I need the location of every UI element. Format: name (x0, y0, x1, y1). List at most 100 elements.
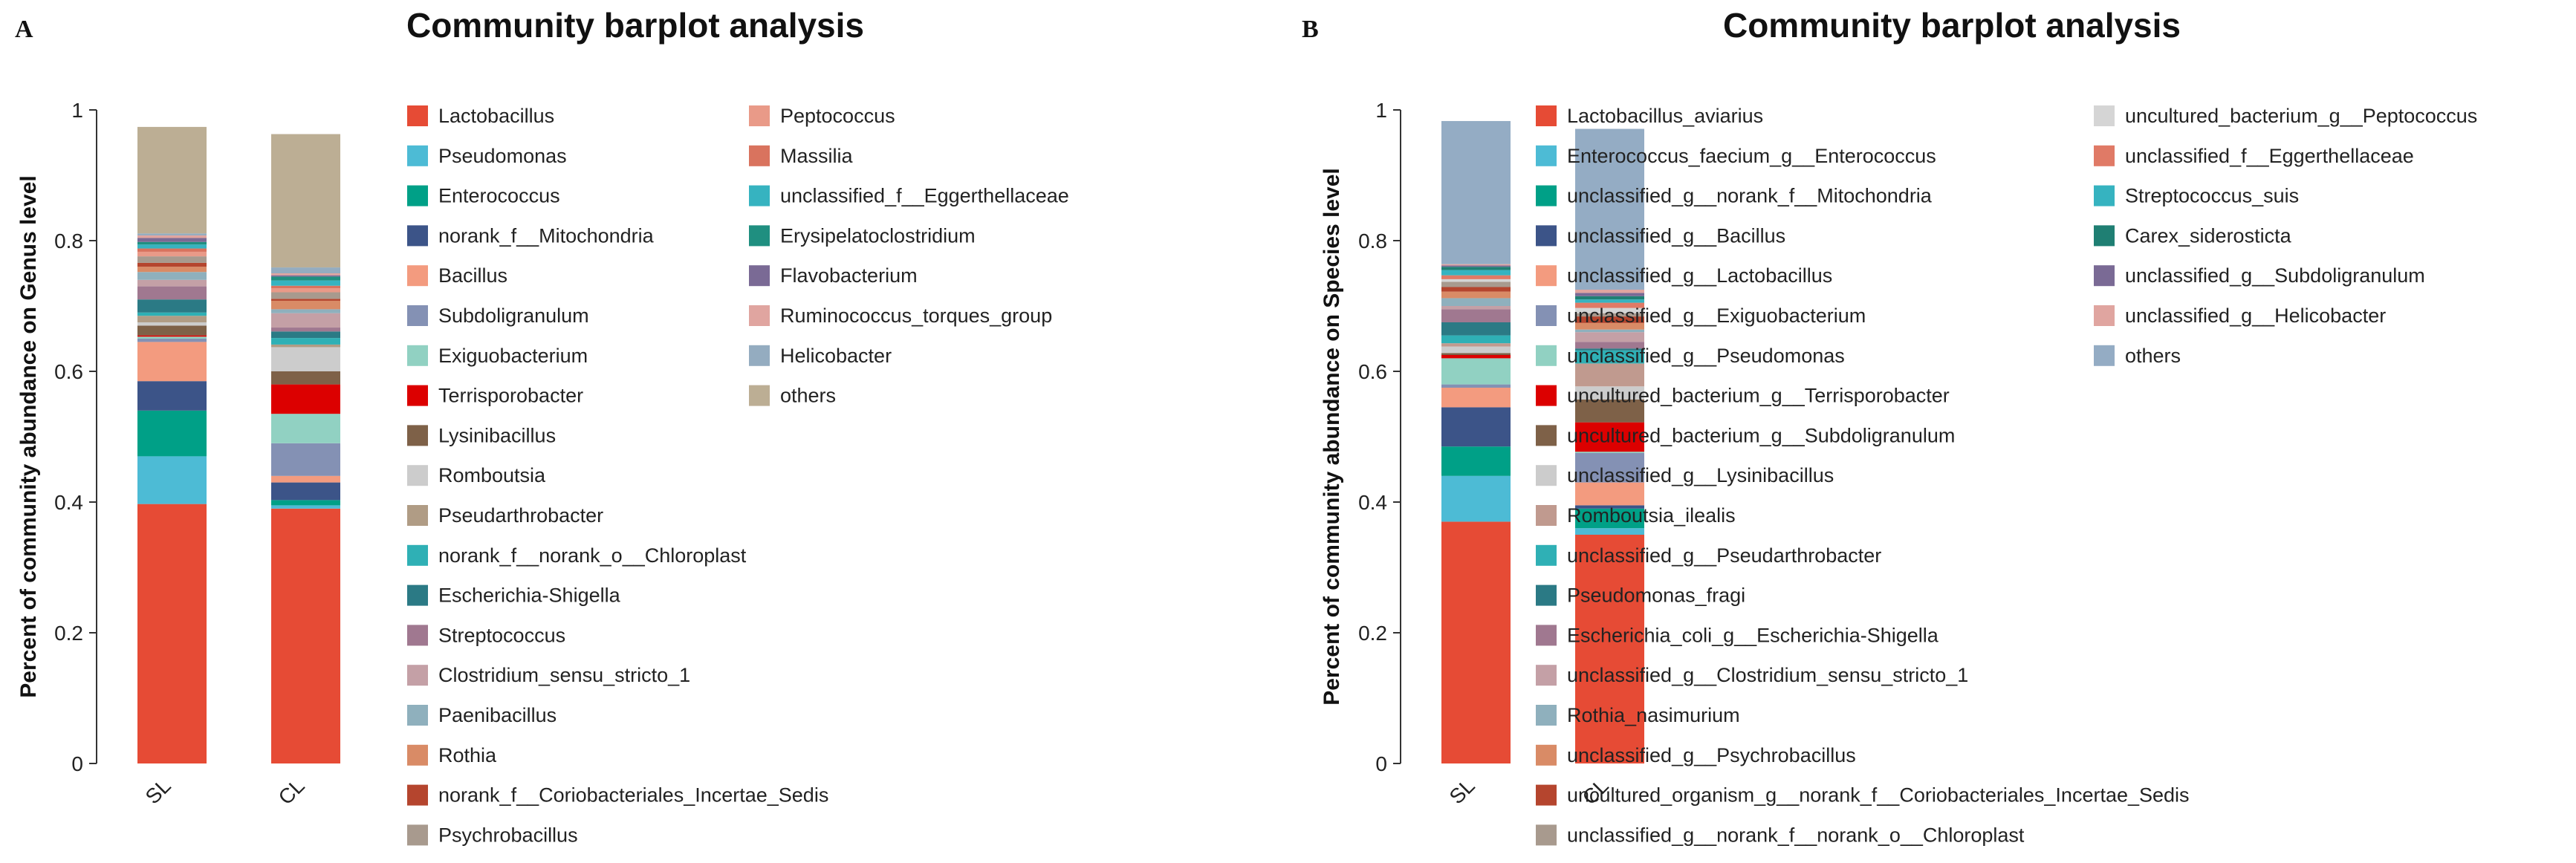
bar-segment-cl (1575, 422, 1644, 452)
legend-item: Escherichia-Shigella (407, 584, 621, 607)
legend-label: Peptococcus (780, 105, 895, 127)
legend-label: Paenibacillus (438, 704, 557, 726)
legend-swatch (749, 105, 770, 126)
legend-swatch (1536, 625, 1557, 646)
bar-segment-sl (1441, 270, 1511, 276)
bar-segment-sl (1441, 306, 1511, 310)
legend-swatch (1536, 505, 1557, 526)
legend-item: Streptococcus_suis (2094, 185, 2299, 207)
legend-item: unclassified_g__Subdoligranulum (2094, 264, 2425, 287)
legend-swatch (407, 625, 428, 646)
legend-swatch (749, 185, 770, 206)
legend-item: Lactobacillus_aviarius (1536, 105, 1763, 127)
legend-swatch (2094, 265, 2115, 287)
y-tick-label: 0 (1375, 752, 1387, 775)
bar-segment-cl (1575, 316, 1644, 323)
bar-segment-sl (137, 316, 207, 322)
bar-segment-sl (1441, 521, 1511, 763)
bar-segment-cl (1575, 363, 1644, 387)
legend-label: unclassified_g__Lactobacillus (1567, 264, 1832, 287)
bar-segment-sl (1441, 355, 1511, 359)
bar-segment-sl (137, 342, 207, 382)
legend-item: uncultured_bacterium_g__Peptococcus (2094, 105, 2477, 127)
legend-swatch (407, 185, 428, 206)
bar-segment-sl (1441, 475, 1511, 522)
legend-swatch (2094, 225, 2115, 247)
y-tick-label: 0.6 (54, 360, 83, 383)
legend-item: unclassified_g__Helicobacter (2094, 305, 2386, 327)
bar-segment-cl (271, 508, 340, 763)
legend-item: unclassified_g__Pseudarthrobacter (1536, 544, 1881, 567)
legend-swatch (407, 265, 428, 287)
bar-segment-sl (1441, 265, 1511, 267)
legend-label: unclassified_g__norank_f__norank_o__Chlo… (1567, 824, 2025, 846)
legend-swatch (2094, 305, 2115, 326)
legend-swatch (1536, 105, 1557, 126)
legend-item: Massilia (749, 145, 854, 167)
legend-label: unclassified_g__Psychrobacillus (1567, 744, 1856, 766)
bar-segment-cl (1575, 350, 1644, 364)
bar-segment-sl (137, 456, 207, 504)
legend-label: Flavobacterium (780, 264, 918, 287)
bar-segment-cl (1575, 452, 1644, 453)
legend-item: Ruminococcus_torques_group (749, 305, 1052, 327)
legend-swatch (2094, 145, 2115, 166)
bar-segment-cl (1575, 293, 1644, 296)
bar-segment-sl (137, 241, 207, 245)
legend-label: Lactobacillus (438, 105, 554, 127)
bar-segment-cl (1575, 296, 1644, 300)
legend-item: unclassified_g__Pseudomonas (1536, 345, 1845, 367)
legend-label: Helicobacter (780, 345, 892, 367)
bar-segment-sl (137, 244, 207, 249)
bar-segment-cl (271, 328, 340, 332)
legend-item: Romboutsia (407, 464, 546, 486)
bar-segment-sl (137, 325, 207, 336)
legend-swatch (407, 705, 428, 726)
bar-segment-sl (137, 322, 207, 326)
bar-segment-cl (271, 331, 340, 339)
legend-item: Helicobacter (749, 345, 892, 367)
legend-label: unclassified_f__Eggerthellaceae (2125, 145, 2414, 167)
chart-panel-b: B Community barplot analysis 0 0.2 0.4 0.6 0.8… (1302, 6, 2477, 846)
legend-swatch (407, 544, 428, 566)
legend-label: uncultured_bacterium_g__Terrisporobacter (1567, 385, 1950, 407)
legend-item: unclassified_f__Eggerthellaceae (2094, 145, 2414, 167)
bar-segment-sl (1441, 384, 1511, 388)
bar-segment-cl (271, 300, 340, 310)
y-tick-label: 0 (71, 752, 83, 775)
bar-segment-sl (1441, 267, 1511, 270)
legend-label: others (780, 385, 836, 407)
bar-segment-cl (1575, 302, 1644, 308)
legend-label: norank_f__Coriobacteriales_Incertae_Sedi… (438, 784, 828, 807)
legend-swatch (1536, 345, 1557, 366)
bar-segment-sl (137, 279, 207, 287)
y-axis-label: Percent of community abundance on Genus … (16, 175, 41, 698)
bar-segment-sl (1441, 446, 1511, 476)
bar-segment-cl (1575, 128, 1644, 290)
bar-segment-cl (271, 273, 340, 276)
legend-swatch (407, 665, 428, 686)
bar-segment-cl (271, 347, 340, 371)
x-category-label: SL (141, 774, 175, 808)
legend-swatch (749, 305, 770, 326)
legend-item: Peptococcus (749, 105, 895, 127)
bar-segment-sl (137, 339, 207, 342)
bar-segment-sl (137, 256, 207, 263)
bar-segment-sl (137, 272, 207, 280)
legend-item: unclassified_g__Lactobacillus (1536, 264, 1832, 287)
legend-swatch (1536, 385, 1557, 406)
legend-swatch (407, 824, 428, 846)
legend-item: Paenibacillus (407, 704, 557, 726)
bar-segment-cl (1575, 535, 1644, 763)
legend-label: Ruminococcus_torques_group (780, 305, 1052, 327)
legend-item: Clostridium_sensu_stricto_1 (407, 664, 690, 686)
legend-label: Exiguobacterium (438, 345, 588, 367)
bar-segment-sl (1441, 346, 1511, 354)
legend-item: unclassified_g__Clostridium_sensu_strict… (1536, 664, 1968, 686)
legend-item: Pseudomonas (407, 145, 567, 167)
bar-segment-cl (1575, 307, 1644, 313)
bar-segment-cl (1575, 290, 1644, 293)
legend-label: Rothia (438, 744, 497, 766)
legend-label: unclassified_g__Exiguobacterium (1567, 305, 1866, 327)
bar-segment-sl (137, 251, 207, 257)
